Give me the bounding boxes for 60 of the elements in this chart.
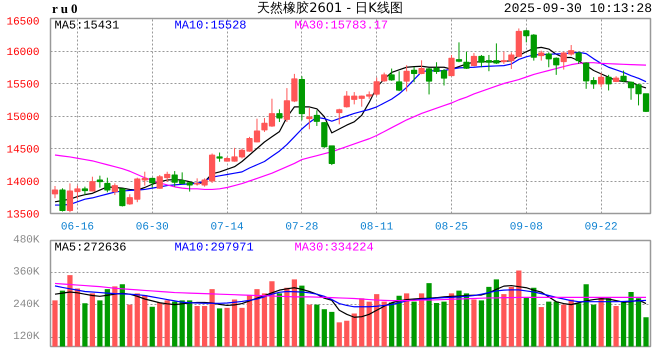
- y-tick-label: 14500: [6, 144, 40, 156]
- candlestick: [96, 175, 103, 188]
- y-tick-label: 480K: [13, 234, 40, 246]
- candlestick: [52, 186, 58, 199]
- y-tick-label: 120K: [13, 331, 40, 344]
- chart-subtitle: ru0: [52, 0, 80, 18]
- candlestick: [605, 74, 612, 91]
- text: MA5:272636: [54, 240, 127, 254]
- text: 2025-09-30 10:13:28: [504, 0, 652, 18]
- x-tick-label: 06-16: [60, 222, 94, 234]
- candlestick: [418, 60, 425, 75]
- x-tick-label: 07-14: [210, 222, 244, 234]
- candlestick: [314, 110, 320, 126]
- x-tick-label: 08-25: [434, 222, 468, 234]
- candlestick: [336, 108, 342, 125]
- line-series: [54, 285, 647, 308]
- candlestick: [381, 72, 388, 82]
- candlestick: [410, 66, 418, 83]
- candlestick: [470, 52, 478, 67]
- y-tick-label: 16000: [6, 47, 40, 59]
- text: MA5:15431: [54, 18, 120, 32]
- line-series: [54, 284, 647, 318]
- candlestick: [388, 68, 395, 82]
- x-tick-label: 09-22: [584, 222, 618, 234]
- candlestick: [403, 64, 410, 92]
- text: MA10:15528: [174, 18, 247, 32]
- y-tick-label: 240K: [13, 298, 40, 311]
- x-tick-label: 07-28: [285, 222, 318, 234]
- candlestick: [463, 51, 470, 70]
- line-series: [54, 282, 647, 302]
- x-tick-label: 09-08: [510, 222, 543, 234]
- candlestick: [448, 54, 455, 77]
- candlestick: [119, 188, 126, 208]
- y-tick-label: 360K: [13, 266, 40, 279]
- candlestick: [620, 70, 627, 83]
- candlestick: [89, 176, 96, 192]
- candlestick: [59, 188, 66, 212]
- line-series: [54, 62, 647, 190]
- candlestick: [538, 50, 544, 62]
- candlestick: [576, 51, 582, 64]
- candlestick: [306, 108, 312, 130]
- candlestick: [112, 182, 118, 196]
- text: MA30:334224: [294, 240, 374, 254]
- candlestick: [149, 177, 156, 188]
- x-tick-label: 06-30: [136, 222, 169, 234]
- y-tick-label: 15000: [6, 112, 40, 124]
- y-tick-label: 14000: [6, 177, 40, 189]
- candlestick: [598, 72, 604, 88]
- y-tick-label: 16500: [6, 16, 40, 28]
- candlestick: [456, 42, 462, 63]
- chart-title: 天然橡胶2601 - 日K线图: [257, 1, 403, 16]
- x-tick-label: 08-11: [360, 222, 394, 234]
- y-tick-label: 15500: [6, 80, 40, 92]
- candlestick: [104, 177, 110, 193]
- candlestick: [276, 108, 283, 122]
- text: MA10:297971: [174, 240, 254, 254]
- candlestick: [396, 70, 402, 92]
- text: MA30:15783.17: [294, 18, 388, 32]
- candlestick: [216, 152, 223, 162]
- y-tick-label: 13500: [6, 210, 40, 222]
